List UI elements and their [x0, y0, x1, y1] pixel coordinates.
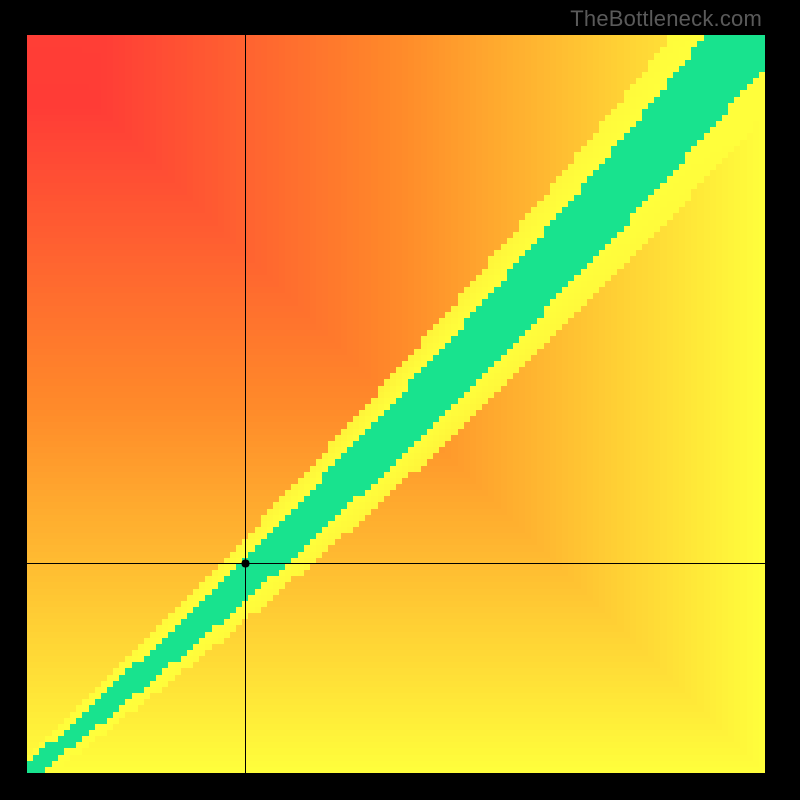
- watermark-text: TheBottleneck.com: [570, 6, 762, 32]
- bottleneck-heatmap: [27, 35, 765, 773]
